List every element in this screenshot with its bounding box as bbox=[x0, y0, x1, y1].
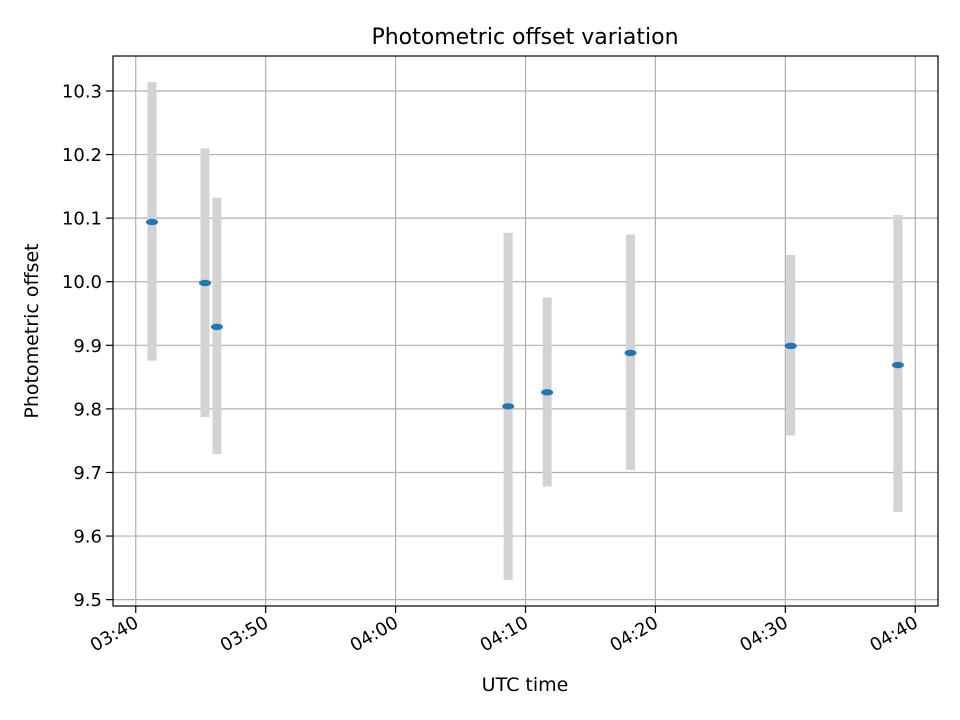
x-tick-label: 04:10 bbox=[477, 612, 532, 656]
y-tick-label: 9.6 bbox=[73, 527, 102, 548]
grid-lines bbox=[113, 56, 938, 606]
y-tick-label: 10.3 bbox=[62, 81, 102, 102]
data-point bbox=[502, 403, 515, 410]
data-points bbox=[145, 218, 904, 410]
data-point bbox=[891, 361, 904, 369]
y-axis-label: Photometric offset bbox=[21, 243, 43, 418]
data-point bbox=[145, 218, 158, 226]
x-axis-label: UTC time bbox=[482, 674, 569, 696]
y-tick-label: 9.5 bbox=[73, 590, 102, 611]
data-point bbox=[624, 349, 637, 357]
y-tick-label: 9.9 bbox=[73, 336, 102, 357]
chart-title: Photometric offset variation bbox=[371, 25, 678, 50]
y-tick-label: 10.2 bbox=[62, 145, 102, 166]
data-point bbox=[541, 389, 554, 396]
x-tick-label: 04:00 bbox=[347, 612, 402, 656]
data-point bbox=[199, 279, 212, 287]
x-axis-ticks: 03:40 03:50 04:00 04:10 04:20 04:30 04:40 bbox=[87, 606, 922, 656]
y-axis-ticks: 9.5 9.6 9.7 9.8 9.9 10.0 10.1 10.2 10.3 bbox=[62, 81, 113, 611]
x-tick-label: 04:30 bbox=[736, 612, 791, 656]
x-tick-label: 04:40 bbox=[866, 612, 921, 656]
y-tick-label: 10.0 bbox=[62, 272, 102, 293]
y-tick-label: 10.1 bbox=[62, 209, 102, 230]
data-point bbox=[784, 342, 797, 350]
x-tick-label: 03:40 bbox=[87, 612, 142, 656]
y-tick-label: 9.7 bbox=[73, 463, 102, 484]
y-tick-label: 9.8 bbox=[73, 399, 102, 420]
x-tick-label: 03:50 bbox=[217, 612, 272, 656]
data-point bbox=[210, 323, 223, 331]
x-tick-label: 04:20 bbox=[606, 612, 661, 656]
